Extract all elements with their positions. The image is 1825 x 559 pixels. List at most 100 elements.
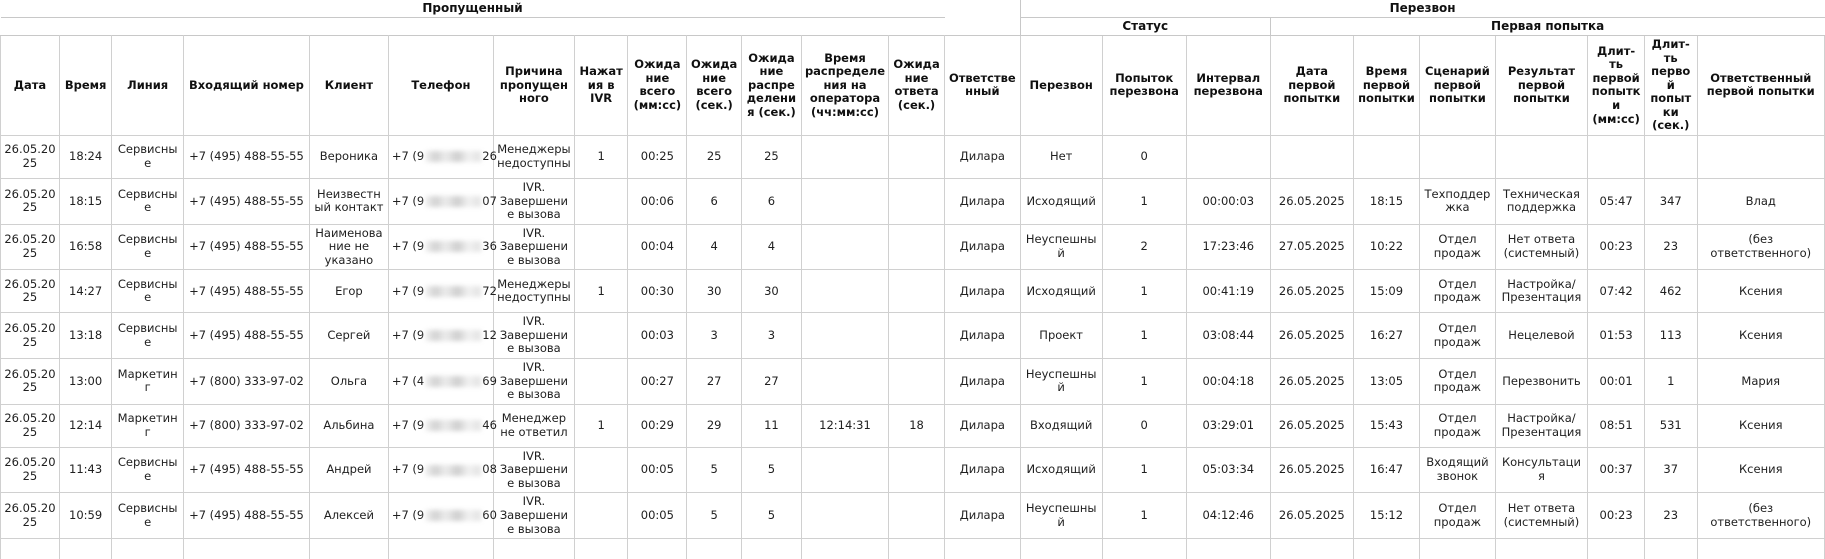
cell-callback_attempts: 1 <box>1101 358 1187 405</box>
cell-ivr_press: 1 <box>573 134 629 179</box>
cell-first_result: Нет ответа (системный) <box>1494 492 1589 540</box>
cell-wait_total_mmss: 00:06 <box>627 177 688 225</box>
column-header-callback_attempts[interactable]: Попыток перезвона <box>1101 35 1187 136</box>
column-header-callback_interval[interactable]: Интервал перезвона <box>1185 35 1271 136</box>
column-header-wait_distribution_sec[interactable]: Ожидание распределения (сек.) <box>740 35 802 136</box>
cell-wait_total_sec: 5 <box>686 492 742 540</box>
redacted-phone: +7 (9 12 <box>392 328 497 343</box>
cell-first_dur_sec: 531 <box>1643 403 1698 448</box>
cell-date: 26.05.2025 <box>0 269 60 314</box>
cell-callback: Неуспешный <box>1019 358 1103 405</box>
column-header-first_scenario[interactable]: Сценарий первой попытки <box>1419 35 1496 136</box>
column-header-time[interactable]: Время <box>58 35 113 136</box>
cell-missed_reason: IVR. Завершение вызова <box>492 492 575 540</box>
column-header-date[interactable]: Дата <box>0 35 60 136</box>
phone-blur-mask-icon <box>425 285 482 297</box>
cell-client: Наименование не указано <box>309 223 389 271</box>
cell-line: Сервисные <box>111 269 184 314</box>
column-header-incoming_number[interactable]: Входящий номер <box>182 35 311 136</box>
cell-callback_attempts: 0 <box>1101 403 1187 448</box>
cell-answer_wait_sec <box>888 446 945 494</box>
cell-answer_wait_sec <box>888 223 945 271</box>
filler-cell-phone <box>387 538 494 559</box>
cell-incoming_number: +7 (495) 488-55-55 <box>182 492 311 540</box>
cell-callback: Неуспешный <box>1019 223 1103 271</box>
filler-cell-line <box>111 538 184 559</box>
cell-first_scenario: Отдел продаж <box>1419 492 1496 540</box>
phone-blur-mask-icon <box>425 330 482 342</box>
filler-cell-wait_total_mmss <box>627 538 688 559</box>
filler-cell-date <box>0 538 60 559</box>
column-header-first_responsible[interactable]: Ответственный первой попытки <box>1696 35 1825 136</box>
cell-time: 13:18 <box>58 312 113 359</box>
cell-callback_interval: 05:03:34 <box>1185 446 1271 494</box>
table-row[interactable]: 26.05.2025 10:59 Сервисные +7 (495) 488-55-… <box>0 492 1825 540</box>
cell-first_date: 26.05.2025 <box>1269 492 1354 540</box>
cell-missed_reason: Менеджер не ответил <box>492 403 575 448</box>
filler-cell-first_result <box>1494 538 1589 559</box>
table-row[interactable]: 26.05.2025 16:58 Сервисные +7 (495) 488-55-… <box>0 223 1825 271</box>
group-header-missed: Пропущенный <box>0 0 945 18</box>
cell-first_result: Перезвонить <box>1494 358 1589 405</box>
cell-first_dur_sec: 1 <box>1643 358 1698 405</box>
table-row[interactable]: 26.05.2025 13:00 Маркетинг +7 (800) 333-97-… <box>0 358 1825 405</box>
cell-client: Сергей <box>309 312 389 359</box>
cell-callback_interval: 00:04:18 <box>1185 358 1271 405</box>
cell-distribution_time <box>800 446 890 494</box>
column-header-answer_wait_sec[interactable]: Ожидание ответа (сек.) <box>888 35 945 136</box>
group-header-callback: Перезвон <box>1019 0 1825 18</box>
cell-callback_interval: 03:29:01 <box>1185 403 1271 448</box>
table-row[interactable]: 26.05.2025 11:43 Сервисные +7 (495) 488-55-… <box>0 446 1825 494</box>
column-header-client[interactable]: Клиент <box>309 35 389 136</box>
cell-first_result: Настройка/ Презентация <box>1494 269 1589 314</box>
filler-cell-wait_distribution_sec <box>740 538 802 559</box>
table-row[interactable]: 26.05.2025 13:18 Сервисные +7 (495) 488-55-… <box>0 312 1825 359</box>
cell-time: 11:43 <box>58 446 113 494</box>
cell-answer_wait_sec <box>888 492 945 540</box>
column-header-first_dur_mmss[interactable]: Длит-ть первой попытки (мм:сс) <box>1587 35 1645 136</box>
column-header-first_time[interactable]: Время первой попытки <box>1352 35 1421 136</box>
cell-line: Маркетинг <box>111 358 184 405</box>
cell-time: 16:58 <box>58 223 113 271</box>
filler-cell-incoming_number <box>182 538 311 559</box>
column-header-first_date[interactable]: Дата первой попытки <box>1269 35 1354 136</box>
table-row[interactable]: 26.05.2025 12:14 Маркетинг +7 (800) 333-97-… <box>0 403 1825 448</box>
filler-cell-first_time <box>1352 538 1421 559</box>
filler-cell-callback_attempts <box>1101 538 1187 559</box>
column-header-first_dur_sec[interactable]: Длит-ть первой попытки (сек.) <box>1643 35 1698 136</box>
column-header-responsible[interactable]: Ответственный <box>944 35 1021 136</box>
filler-cell-client <box>309 538 389 559</box>
redacted-phone: +7 (9 08 <box>392 463 497 477</box>
cell-incoming_number: +7 (495) 488-55-55 <box>182 269 311 314</box>
column-header-line[interactable]: Линия <box>111 35 184 136</box>
cell-time: 10:59 <box>58 492 113 540</box>
cell-time: 14:27 <box>58 269 113 314</box>
cell-incoming_number: +7 (800) 333-97-02 <box>182 358 311 405</box>
cell-date: 26.05.2025 <box>0 358 60 405</box>
column-header-phone[interactable]: Телефон <box>387 35 494 136</box>
column-header-ivr_press[interactable]: Нажатия в IVR <box>573 35 629 136</box>
cell-callback: Исходящий <box>1019 177 1103 225</box>
table-row[interactable]: 26.05.2025 18:24 Сервисные +7 (495) 488-55-… <box>0 134 1825 179</box>
column-header-callback[interactable]: Перезвон <box>1019 35 1103 136</box>
cell-phone-redacted: +7 (4 69 <box>387 358 497 405</box>
cell-phone-redacted: +7 (9 12 <box>387 312 497 359</box>
cell-first_dur_sec: 113 <box>1643 312 1698 359</box>
cell-client: Ольга <box>309 358 389 405</box>
table-row[interactable]: 26.05.2025 14:27 Сервисные +7 (495) 488-55-… <box>0 269 1825 314</box>
column-header-distribution_time[interactable]: Время распределения на оператора (чч:мм:… <box>800 35 890 136</box>
cell-first_dur_sec: 37 <box>1643 446 1698 494</box>
cell-first_dur_sec <box>1643 134 1698 179</box>
cell-first_dur_mmss: 01:53 <box>1587 312 1645 359</box>
cell-ivr_press <box>573 358 629 405</box>
column-header-missed_reason[interactable]: Причина пропущенного <box>492 35 575 136</box>
table-row[interactable]: 26.05.2025 18:15 Сервисные +7 (495) 488-55-… <box>0 177 1825 225</box>
column-header-wait_total_mmss[interactable]: Ожидание всего (мм:сс) <box>627 35 688 136</box>
column-header-first_result[interactable]: Результат первой попытки <box>1494 35 1589 136</box>
cell-first_scenario: Входящий звонок <box>1419 446 1496 494</box>
cell-first_result <box>1494 134 1589 179</box>
column-header-wait_total_sec[interactable]: Ожидание всего (сек.) <box>686 35 742 136</box>
cell-wait_total_mmss: 00:05 <box>627 446 688 494</box>
cell-first_time: 16:27 <box>1352 312 1421 359</box>
redacted-phone: +7 (9 26 <box>392 150 497 164</box>
